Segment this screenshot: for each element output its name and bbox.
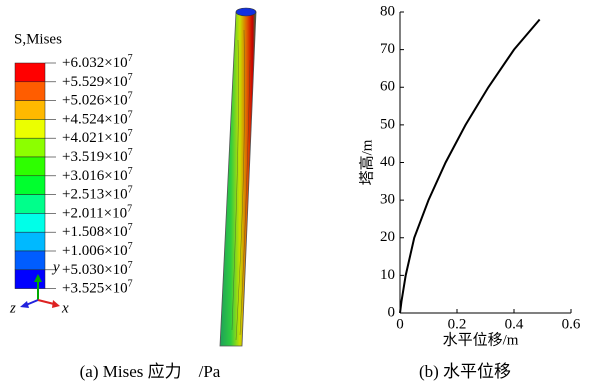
legend-exponent: 7 bbox=[128, 241, 133, 252]
legend-band bbox=[15, 119, 45, 138]
legend-exponent: 7 bbox=[128, 72, 133, 83]
legend-band bbox=[15, 195, 45, 214]
legend-label: +5.030×107 bbox=[62, 260, 133, 278]
y-tick-label: 60 bbox=[380, 79, 395, 95]
legend-mantissa: +6.032×10 bbox=[62, 55, 128, 71]
tower-model bbox=[220, 8, 256, 346]
y-tick-label: 30 bbox=[380, 192, 395, 208]
triad-x: x bbox=[61, 300, 69, 316]
legend-band bbox=[15, 232, 45, 251]
legend-mantissa: +5.529×10 bbox=[62, 74, 128, 90]
y-tick-label: 0 bbox=[388, 304, 396, 320]
y-axis-label: 塔高/m bbox=[358, 139, 375, 185]
legend-mantissa: +3.016×10 bbox=[62, 168, 128, 184]
legend-label: +6.032×107 bbox=[62, 53, 133, 71]
legend-band bbox=[15, 157, 45, 176]
legend-label: +5.026×107 bbox=[62, 91, 133, 109]
legend-band bbox=[15, 101, 45, 120]
legend-exponent: 7 bbox=[128, 166, 133, 177]
legend-band bbox=[15, 251, 45, 270]
legend-exponent: 7 bbox=[128, 128, 133, 139]
y-tick-label: 40 bbox=[380, 154, 395, 170]
legend-exponent: 7 bbox=[128, 53, 133, 64]
x-tick-label: 0 bbox=[396, 316, 404, 332]
x-tick-label: 0.6 bbox=[562, 316, 581, 332]
legend-label: +2.513×107 bbox=[62, 185, 133, 203]
legend-exponent: 7 bbox=[128, 110, 133, 121]
legend-mantissa: +1.508×10 bbox=[62, 225, 128, 241]
y-tick-label: 20 bbox=[380, 229, 395, 245]
legend-exponent: 7 bbox=[128, 147, 133, 158]
legend-exponent: 7 bbox=[128, 185, 133, 196]
legend-label: +1.006×107 bbox=[62, 241, 133, 259]
legend-band bbox=[15, 82, 45, 101]
legend-exponent: 7 bbox=[128, 91, 133, 102]
x-tick-label: 0.2 bbox=[448, 316, 467, 332]
caption-b: (b) 水平位移 bbox=[419, 362, 511, 381]
legend-mantissa: +5.026×10 bbox=[62, 93, 128, 109]
contour-legend: +6.032×107+5.529×107+5.026×107+4.524×107… bbox=[15, 53, 133, 297]
triad-z: z bbox=[9, 300, 16, 316]
legend-mantissa: +5.030×10 bbox=[62, 262, 128, 278]
legend-exponent: 7 bbox=[128, 279, 133, 290]
legend-label: +5.529×107 bbox=[62, 72, 133, 90]
legend-exponent: 7 bbox=[127, 204, 132, 215]
legend-band bbox=[15, 213, 45, 232]
legend-label: +1.508×107 bbox=[62, 222, 133, 240]
legend-band bbox=[15, 176, 45, 195]
legend-label: +3.525×107 bbox=[62, 279, 133, 297]
legend-exponent: 7 bbox=[128, 260, 133, 271]
line-series bbox=[400, 20, 540, 313]
x-axis-label: 水平位移/m bbox=[443, 331, 519, 348]
legend-band bbox=[15, 63, 45, 82]
triad-y: y bbox=[51, 259, 60, 275]
caption-a: (a) Mises 应力 /Pa bbox=[80, 362, 221, 381]
x-tick-label: 0.4 bbox=[505, 316, 524, 332]
figure: S,Mises +6.032×107+5.529×107+5.026×107+4… bbox=[0, 0, 590, 387]
y-tick-label: 70 bbox=[380, 41, 395, 57]
legend-mantissa: +3.519×10 bbox=[62, 149, 128, 165]
legend-label: +3.016×107 bbox=[62, 166, 133, 184]
chart: 0 10 20 30 40 50 60 70 80 0 0.2 0.4 0.6 水平位移/m 塔高/m bbox=[358, 3, 580, 348]
legend-mantissa: +1.006×10 bbox=[62, 243, 128, 259]
legend-label: +2.011×107 bbox=[62, 204, 132, 222]
y-tick-label: 50 bbox=[380, 116, 395, 132]
legend-mantissa: +2.011×10 bbox=[62, 206, 127, 222]
legend-exponent: 7 bbox=[128, 222, 133, 233]
legend-mantissa: +2.513×10 bbox=[62, 187, 128, 203]
y-tick-label: 80 bbox=[380, 3, 395, 19]
legend-label: +4.524×107 bbox=[62, 110, 133, 128]
legend-mantissa: +4.524×10 bbox=[62, 112, 128, 128]
legend-mantissa: +4.021×10 bbox=[62, 131, 128, 147]
y-tick-label: 10 bbox=[380, 267, 395, 283]
legend-mantissa: +3.525×10 bbox=[62, 281, 128, 297]
legend-title: S,Mises bbox=[14, 31, 62, 47]
legend-band bbox=[15, 138, 45, 157]
legend-label: +4.021×107 bbox=[62, 128, 133, 146]
legend-label: +3.519×107 bbox=[62, 147, 133, 165]
